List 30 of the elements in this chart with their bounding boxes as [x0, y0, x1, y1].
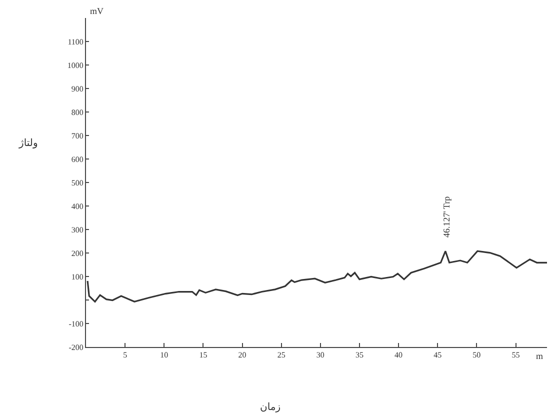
x-tick-label: 25: [277, 350, 286, 360]
x-tick-label: 50: [472, 350, 481, 360]
x-tick-label: 30: [316, 350, 324, 360]
y-tick-label: 700: [71, 131, 84, 140]
y-tick-label: -200: [68, 342, 84, 352]
y-tick-label: 900: [71, 84, 84, 94]
y-tick-label: 400: [71, 202, 84, 211]
y-tick-label: 800: [71, 108, 84, 117]
y-tick-label: 1100: [68, 37, 84, 46]
line-series: [86, 250, 547, 302]
y-tick-label: 300: [71, 225, 84, 234]
x-tick-label: 35: [355, 350, 364, 360]
x-tick-label: 45: [434, 350, 442, 360]
x-tick-label: 40: [394, 350, 403, 360]
y-tick-label: 600: [71, 154, 84, 164]
y-axis-title: ولتاژ: [18, 138, 38, 149]
text: m: [536, 351, 544, 361]
y-tick-label: 200: [71, 248, 84, 258]
x-tick-label: 15: [199, 350, 208, 360]
y-tick-label: 100: [71, 272, 84, 282]
annotation: 46.127' Trp: [441, 196, 452, 238]
x-tick-label: 55: [512, 350, 520, 360]
y-tick-label: 1000: [67, 60, 84, 70]
y-tick-label: 500: [71, 178, 84, 188]
y-tick-label: -100: [68, 319, 84, 328]
x-tick-label: 5: [123, 350, 128, 360]
x-tick-label: 10: [160, 350, 168, 360]
text: mV: [90, 6, 104, 16]
x-axis-title: زمان: [260, 402, 281, 413]
x-tick-label: 20: [238, 350, 246, 360]
